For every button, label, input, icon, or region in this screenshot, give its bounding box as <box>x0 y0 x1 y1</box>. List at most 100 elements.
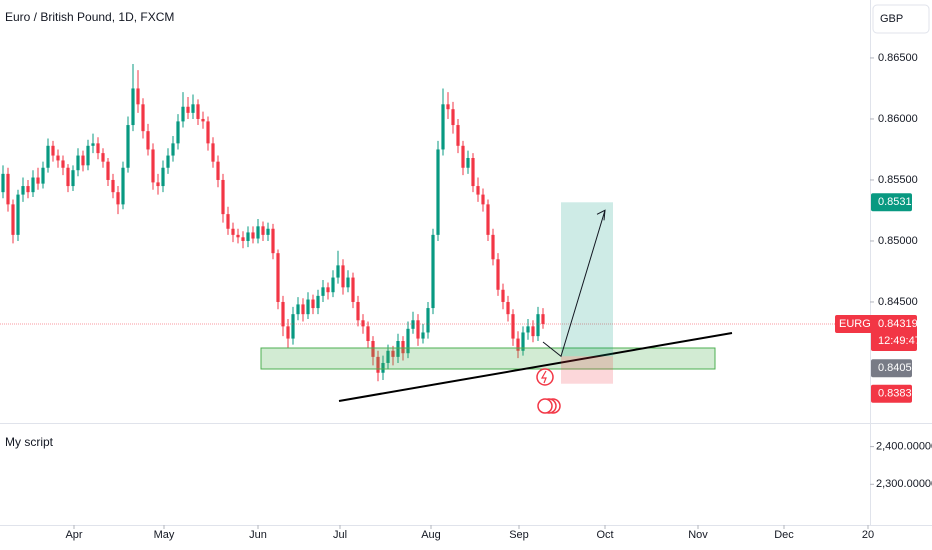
candle-body <box>276 253 280 302</box>
candle-body <box>56 155 60 161</box>
candle-body <box>541 314 545 324</box>
candle-body <box>526 326 530 333</box>
candle-body <box>406 328 410 354</box>
candle-body <box>236 234 240 238</box>
candle-body <box>296 304 300 315</box>
candle-body <box>196 104 200 119</box>
candle-body <box>151 149 155 183</box>
entry-label: 0.84055 <box>878 362 918 374</box>
candle-body <box>11 204 15 235</box>
candle-body <box>101 153 105 162</box>
symbol-label-bg <box>835 315 875 334</box>
candle-body <box>476 186 480 195</box>
candle-body <box>156 182 160 187</box>
candle-body <box>536 314 540 337</box>
x-tick-label: Jun <box>249 529 267 541</box>
candle-body <box>131 88 135 126</box>
target-label-bg <box>871 193 912 212</box>
candle-body <box>106 161 110 180</box>
candle-body <box>291 314 295 339</box>
candle-body <box>501 289 505 302</box>
y-tick-label: 0.86500 <box>878 52 918 64</box>
candle-body <box>176 121 180 144</box>
y-tick-label: 0.84500 <box>878 296 918 308</box>
candle-body <box>121 167 125 205</box>
candle-body <box>241 237 245 241</box>
candle-body <box>301 304 305 315</box>
currency: GBP <box>880 13 903 25</box>
candle-body <box>6 173 10 205</box>
countdown: 12:49:47 <box>878 335 921 347</box>
candle-body <box>371 341 375 357</box>
y-tick-label: 0.86000 <box>878 113 918 125</box>
candle-body <box>381 362 385 373</box>
y-tick-label: 0.85500 <box>878 174 918 186</box>
candle-body <box>166 155 170 168</box>
candle-body <box>76 155 80 171</box>
y-tick-label: 2,300.00000 <box>876 478 932 490</box>
y-tick-label: 2,400.00000 <box>876 441 932 453</box>
candle-body <box>161 167 165 187</box>
candle-body <box>351 277 355 302</box>
candle-body <box>391 350 395 357</box>
x-tick-label: Nov <box>688 529 708 541</box>
lightning-icon <box>540 370 547 384</box>
candle-body <box>341 265 345 288</box>
event-icon[interactable] <box>536 368 554 386</box>
y-tick-label: 0.85000 <box>878 235 918 247</box>
candle-body <box>246 232 250 241</box>
position-tool[interactable] <box>542 202 613 384</box>
candle-body <box>286 326 290 339</box>
candle-body <box>456 125 460 146</box>
candle-body <box>336 265 340 278</box>
candle-body <box>221 179 225 215</box>
candle-body <box>186 106 190 113</box>
candle-body <box>496 259 500 290</box>
candle-body <box>521 332 525 351</box>
candle-body <box>331 277 335 293</box>
candle-body <box>136 88 140 105</box>
candle-body <box>346 277 350 288</box>
candle-body <box>311 299 315 309</box>
candle-body <box>401 341 405 354</box>
candle-body <box>36 177 40 184</box>
trend-line[interactable] <box>338 332 733 402</box>
candle-body <box>366 326 370 342</box>
candle-body <box>376 356 380 373</box>
currency-box[interactable] <box>872 4 930 34</box>
candle-body <box>516 338 520 351</box>
event-icon[interactable] <box>537 398 553 414</box>
candle-body <box>491 234 495 260</box>
candle-body <box>531 326 535 337</box>
target-label: 0.85317 <box>878 196 918 208</box>
candle-body <box>461 145 465 168</box>
candle-body <box>416 320 420 339</box>
x-tick-label: Jul <box>333 529 347 541</box>
stop-label-bg <box>871 384 912 403</box>
loss-zone <box>561 356 613 384</box>
candle-body <box>86 145 90 166</box>
candle-body <box>61 160 65 168</box>
candle-body <box>216 161 220 180</box>
candle-body <box>211 143 215 162</box>
candle-body <box>226 214 230 229</box>
candle-body <box>1 173 5 193</box>
candle-body <box>16 194 20 235</box>
x-tick-label: Apr <box>65 529 82 541</box>
x-tick-label: Oct <box>596 529 613 541</box>
candle-body <box>511 314 515 339</box>
candle-body <box>251 232 255 239</box>
candle-body <box>171 143 175 156</box>
candle-body <box>481 194 485 205</box>
entry-label-bg <box>871 359 912 378</box>
support-zone[interactable] <box>260 347 716 370</box>
candle-body <box>256 226 260 239</box>
chart-title: Euro / British Pound, 1D, FXCM <box>5 10 174 24</box>
candle-body <box>451 109 455 126</box>
plot <box>0 57 874 529</box>
candle-body <box>261 226 265 235</box>
candle-body <box>231 228 235 235</box>
